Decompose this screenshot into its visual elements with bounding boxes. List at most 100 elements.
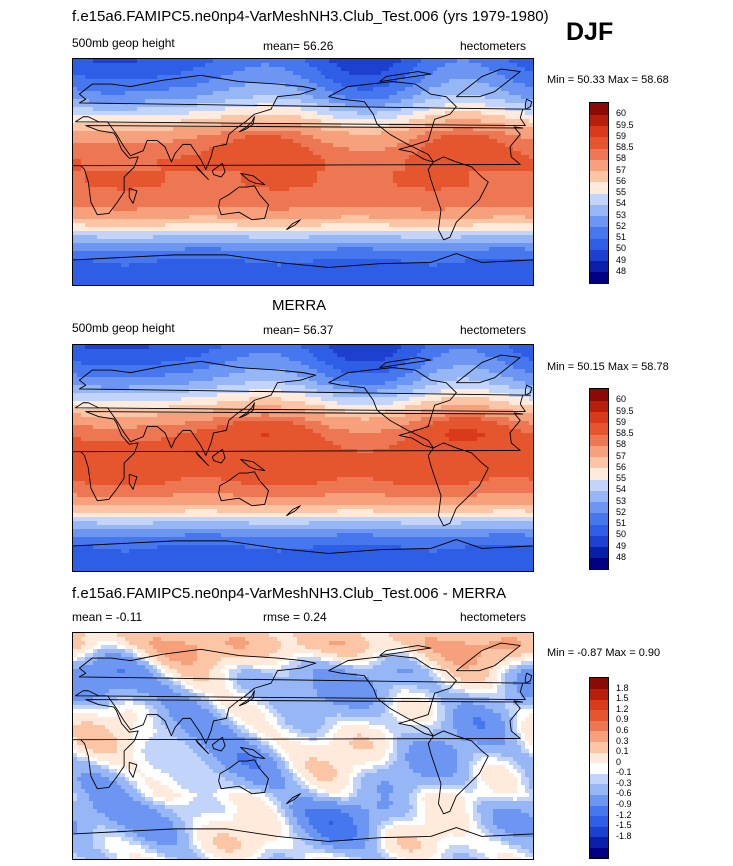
contour-cell [529,179,533,184]
contour-cell [145,75,150,80]
contour-cell [141,207,146,212]
contour-cell [317,199,322,204]
contour-cell [521,183,526,188]
contour-cell [153,175,158,180]
contour-cell [285,179,290,184]
contour-cell [221,131,226,136]
contour-cell [425,187,430,192]
contour-cell [469,119,474,124]
contour-cell [385,187,390,192]
contour-cell [413,171,418,176]
contour-cell [389,83,394,88]
contour-cell [465,151,470,156]
contour-cell [281,139,286,144]
contour-cell [397,107,402,112]
contour-cell [509,135,514,140]
contour-cell [269,75,274,80]
contour-cell [397,207,402,212]
contour-cell [169,83,174,88]
contour-cell [193,131,198,136]
contour-cell [233,135,238,140]
contour-cell [173,227,178,232]
contour-cell [321,147,326,152]
contour-cell [305,59,310,64]
contour-cell [337,171,342,176]
contour-cell [521,135,526,140]
contour-cell [289,227,294,232]
contour-cell [321,179,326,184]
contour-cell [121,139,126,144]
contour-cell [101,111,106,116]
contour-cell [193,79,198,84]
contour-cell [469,59,474,64]
contour-cell [421,91,426,96]
contour-cell [149,79,154,84]
contour-cell [365,95,370,100]
contour-cell [221,203,226,208]
contour-cell [205,135,210,140]
contour-cell [133,123,138,128]
contour-cell [121,231,126,236]
contour-cell [409,115,414,120]
contour-cell [101,215,106,220]
contour-cell [485,215,490,220]
contour-cell [265,147,270,152]
contour-cell [381,83,386,88]
contour-cell [321,71,326,76]
contour-cell [413,103,418,108]
contour-cell [481,171,486,176]
contour-cell [117,63,122,68]
contour-cell [317,147,322,152]
contour-cell [329,207,334,212]
contour-cell [261,191,266,196]
contour-cell [213,135,218,140]
contour-cell [297,147,302,152]
contour-cell [125,131,130,136]
contour-cell [97,103,102,108]
contour-cell [145,107,150,112]
contour-cell [353,223,358,228]
contour-cell [501,199,506,204]
contour-cell [81,227,86,232]
contour-cell [97,167,102,172]
contour-cell [517,135,522,140]
contour-cell [93,187,98,192]
contour-cell [205,211,210,216]
contour-cell [285,91,290,96]
contour-cell [413,203,418,208]
contour-cell [241,227,246,232]
contour-cell [485,99,490,104]
contour-cell [269,211,274,216]
contour-cell [305,67,310,72]
contour-cell [165,195,170,200]
contour-cell [165,219,170,224]
contour-cell [421,147,426,152]
contour-cell [309,199,314,204]
contour-cell [205,91,210,96]
contour-cell [165,211,170,216]
contour-cell [313,199,318,204]
contour-cell [337,95,342,100]
contour-cell [505,99,510,104]
contour-cell [165,183,170,188]
contour-cell [485,159,490,164]
contour-cell [469,167,474,172]
contour-cell [465,119,470,124]
contour-cell [73,119,78,124]
contour-cell [73,211,78,216]
contour-cell [217,63,222,68]
contour-cell [77,119,82,124]
contour-cell [377,167,382,172]
contour-cell [157,147,162,152]
contour-cell [89,91,94,96]
contour-cell [529,171,533,176]
contour-cell [277,203,282,208]
contour-cell [81,119,86,124]
contour-cell [85,127,90,132]
contour-cell [233,191,238,196]
contour-cell [173,203,178,208]
contour-cell [417,71,422,76]
contour-cell [185,103,190,108]
contour-cell [441,207,446,212]
contour-cell [421,107,426,112]
